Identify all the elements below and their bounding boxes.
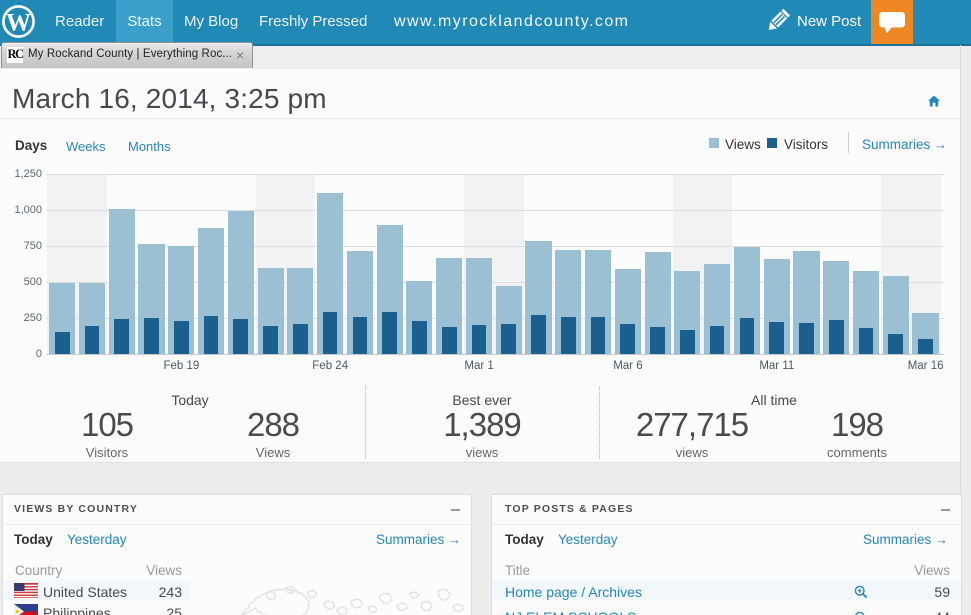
svg-text:W: W bbox=[6, 9, 31, 36]
